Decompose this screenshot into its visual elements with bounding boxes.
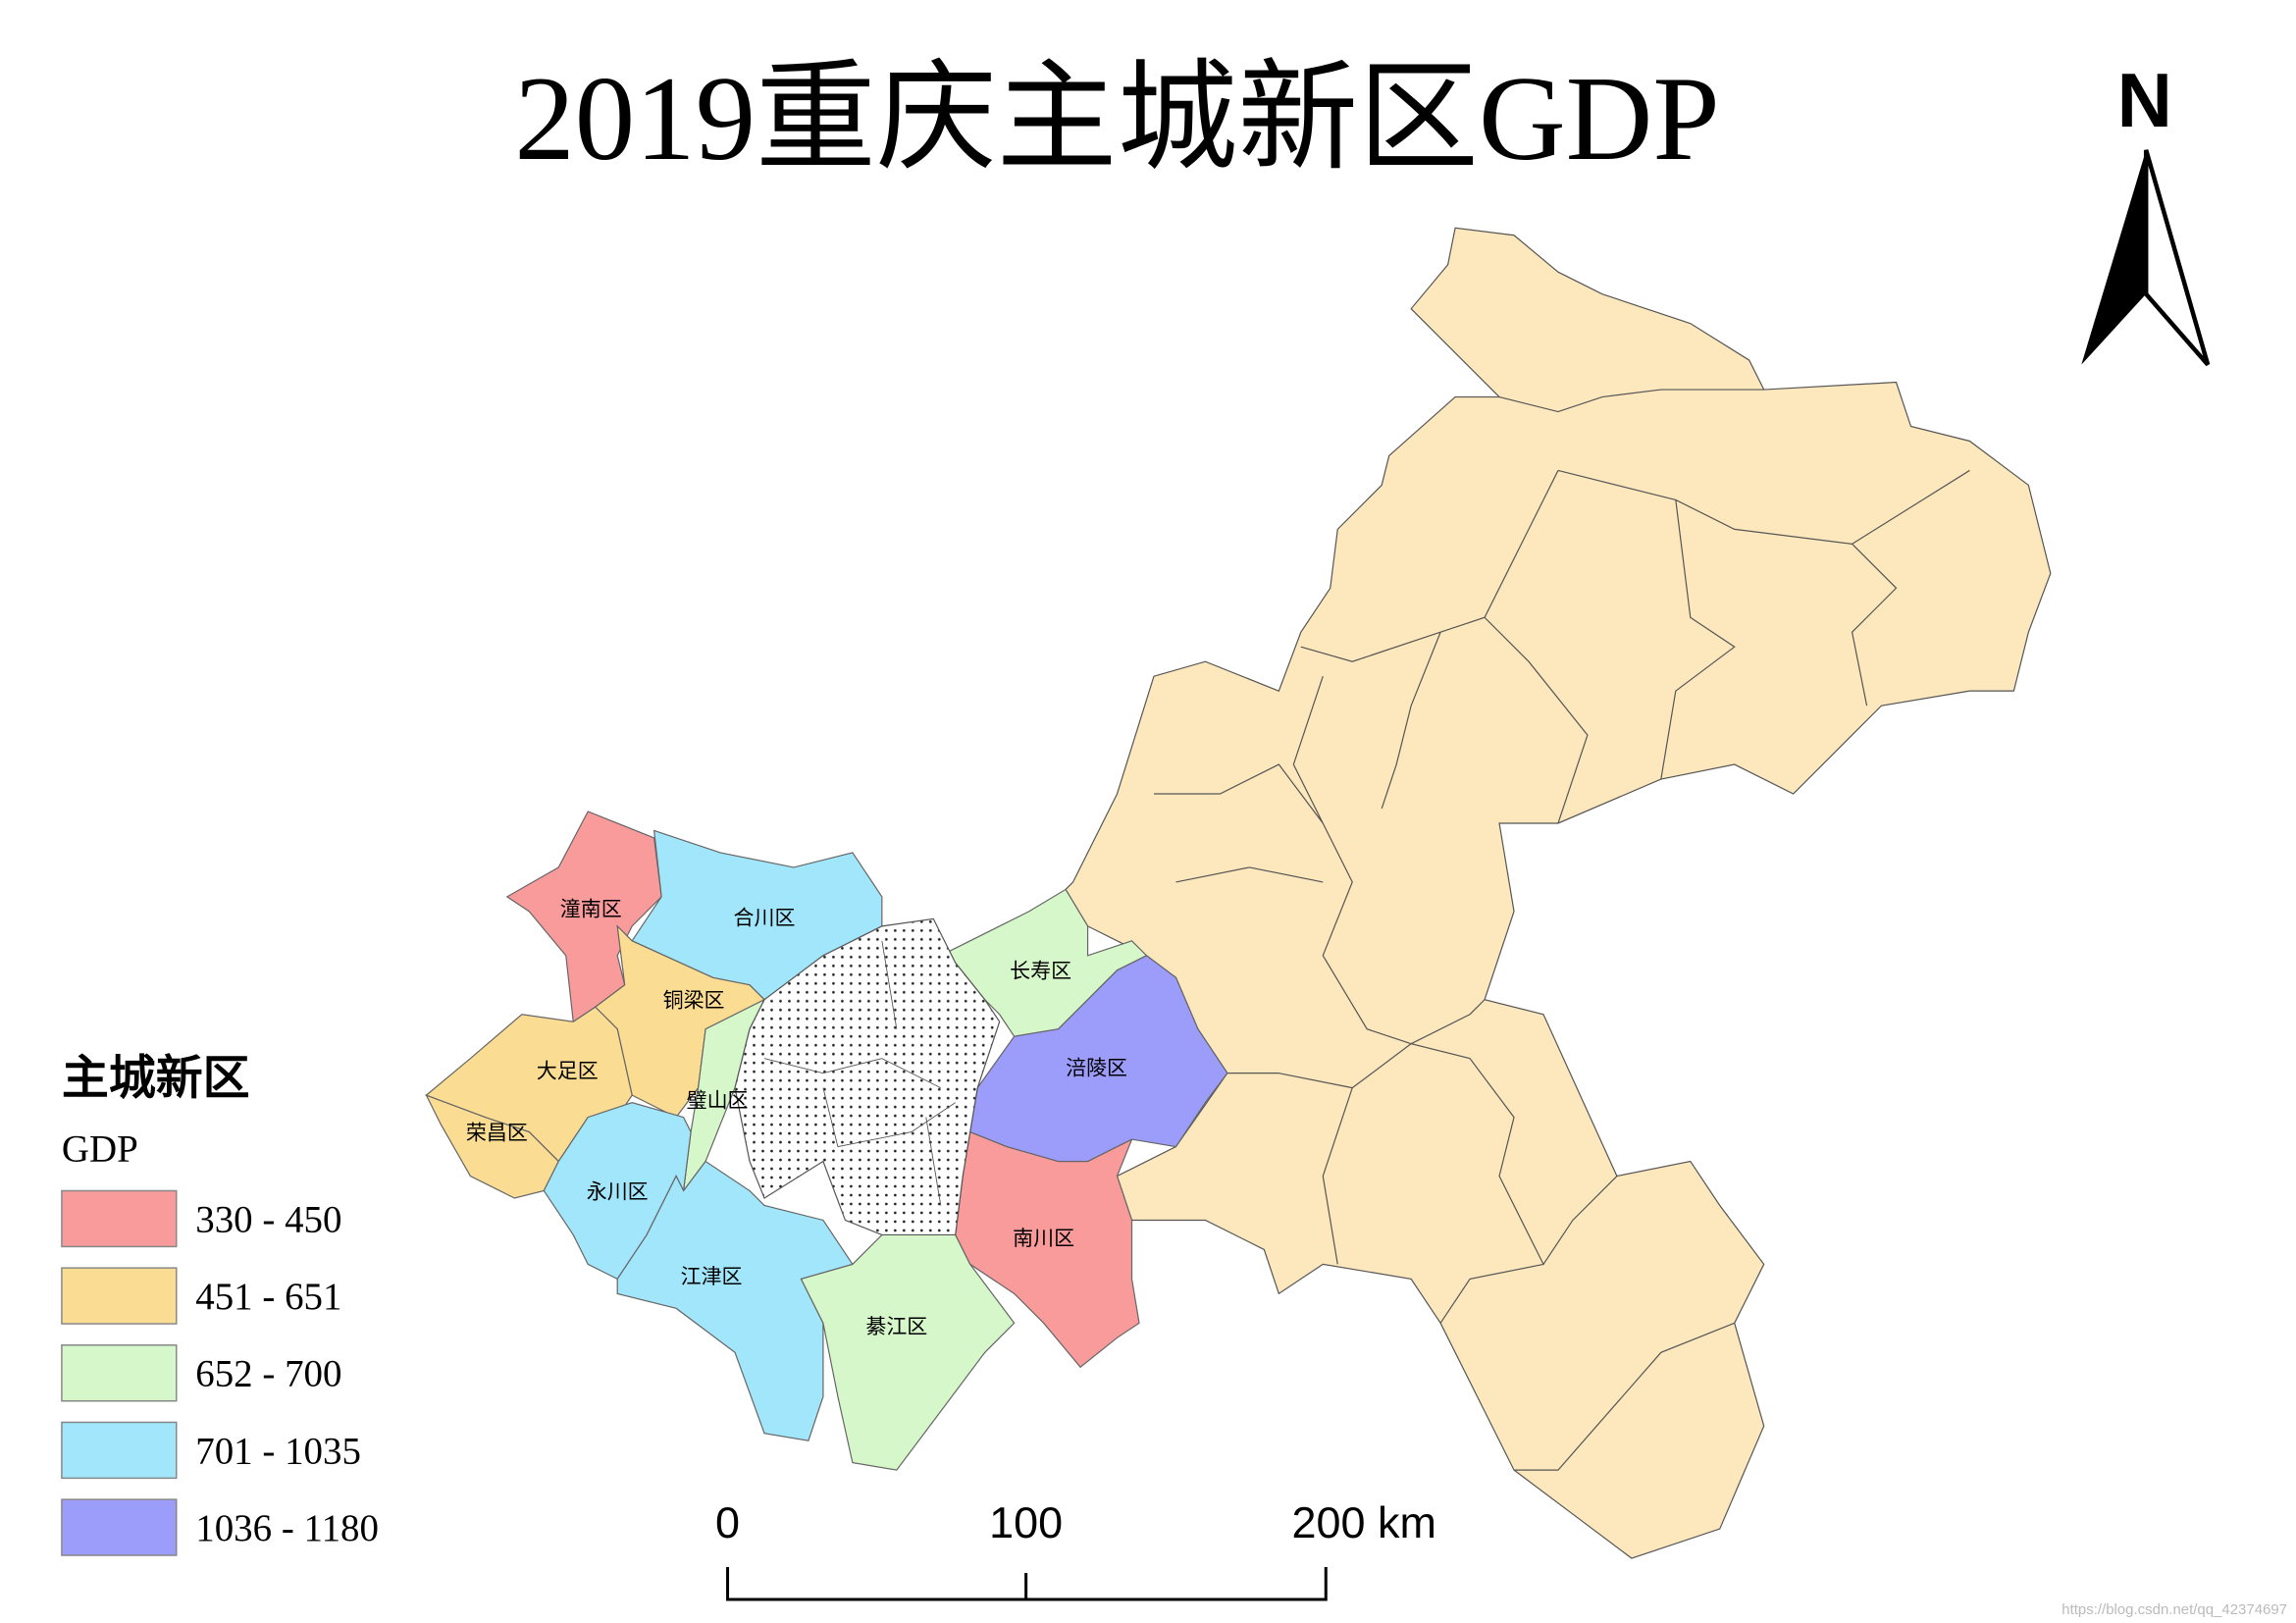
district-label: 长寿区 — [1010, 960, 1071, 983]
legend-swatch — [61, 1344, 178, 1402]
arrow-right — [2143, 149, 2211, 367]
district-label: 南川区 — [1013, 1227, 1074, 1250]
legend-swatch — [61, 1421, 178, 1480]
district-label: 綦江区 — [865, 1315, 927, 1338]
legend-swatch — [61, 1498, 178, 1556]
district-label: 潼南区 — [560, 898, 622, 921]
district-label: 涪陵区 — [1066, 1056, 1127, 1079]
north-label: N — [2117, 57, 2172, 143]
watermark: https://blog.csdn.net/qq_42374697 — [2061, 1601, 2287, 1618]
north-arrow: N — [2081, 57, 2211, 367]
scale-label: 100 — [989, 1497, 1063, 1547]
scale-label: 0 — [715, 1497, 740, 1547]
legend: 主城新区 GDP 330 - 450 451 - 651 652 - 700 701 … — [61, 1053, 379, 1556]
scale-line — [726, 1567, 1328, 1601]
district-label: 大足区 — [537, 1059, 599, 1082]
core-borders — [763, 940, 957, 1206]
legend-label: 701 - 1035 — [195, 1430, 361, 1472]
district — [505, 811, 662, 1023]
district-label: 璧山区 — [687, 1088, 749, 1112]
district-label: 永川区 — [587, 1179, 649, 1203]
regions — [425, 227, 2052, 1559]
legend-title: 主城新区 — [62, 1053, 250, 1105]
district-label: 荣昌区 — [466, 1121, 528, 1144]
legend-swatch — [61, 1267, 178, 1325]
arrow-left — [2081, 149, 2147, 365]
district — [616, 1160, 854, 1441]
district-borders — [1153, 389, 1970, 1471]
legend-label: 451 - 651 — [195, 1276, 341, 1318]
scale-label: 200 km — [1292, 1497, 1436, 1547]
district — [969, 955, 1228, 1163]
urban-core — [734, 917, 1001, 1236]
district-label: 铜梁区 — [663, 989, 725, 1013]
district-label: 合川区 — [734, 907, 796, 930]
legend-label: 1036 - 1180 — [195, 1507, 379, 1549]
legend-subtitle: GDP — [62, 1128, 138, 1171]
district-label: 江津区 — [681, 1265, 743, 1288]
other-districts — [1065, 227, 2052, 1559]
legend-label: 330 - 450 — [195, 1198, 341, 1240]
map-title: 2019重庆主城新区GDP — [514, 52, 1719, 185]
scale-bar: 0 100 200 km — [715, 1497, 1436, 1601]
legend-label: 652 - 700 — [195, 1353, 341, 1395]
legend-swatch — [61, 1189, 178, 1248]
